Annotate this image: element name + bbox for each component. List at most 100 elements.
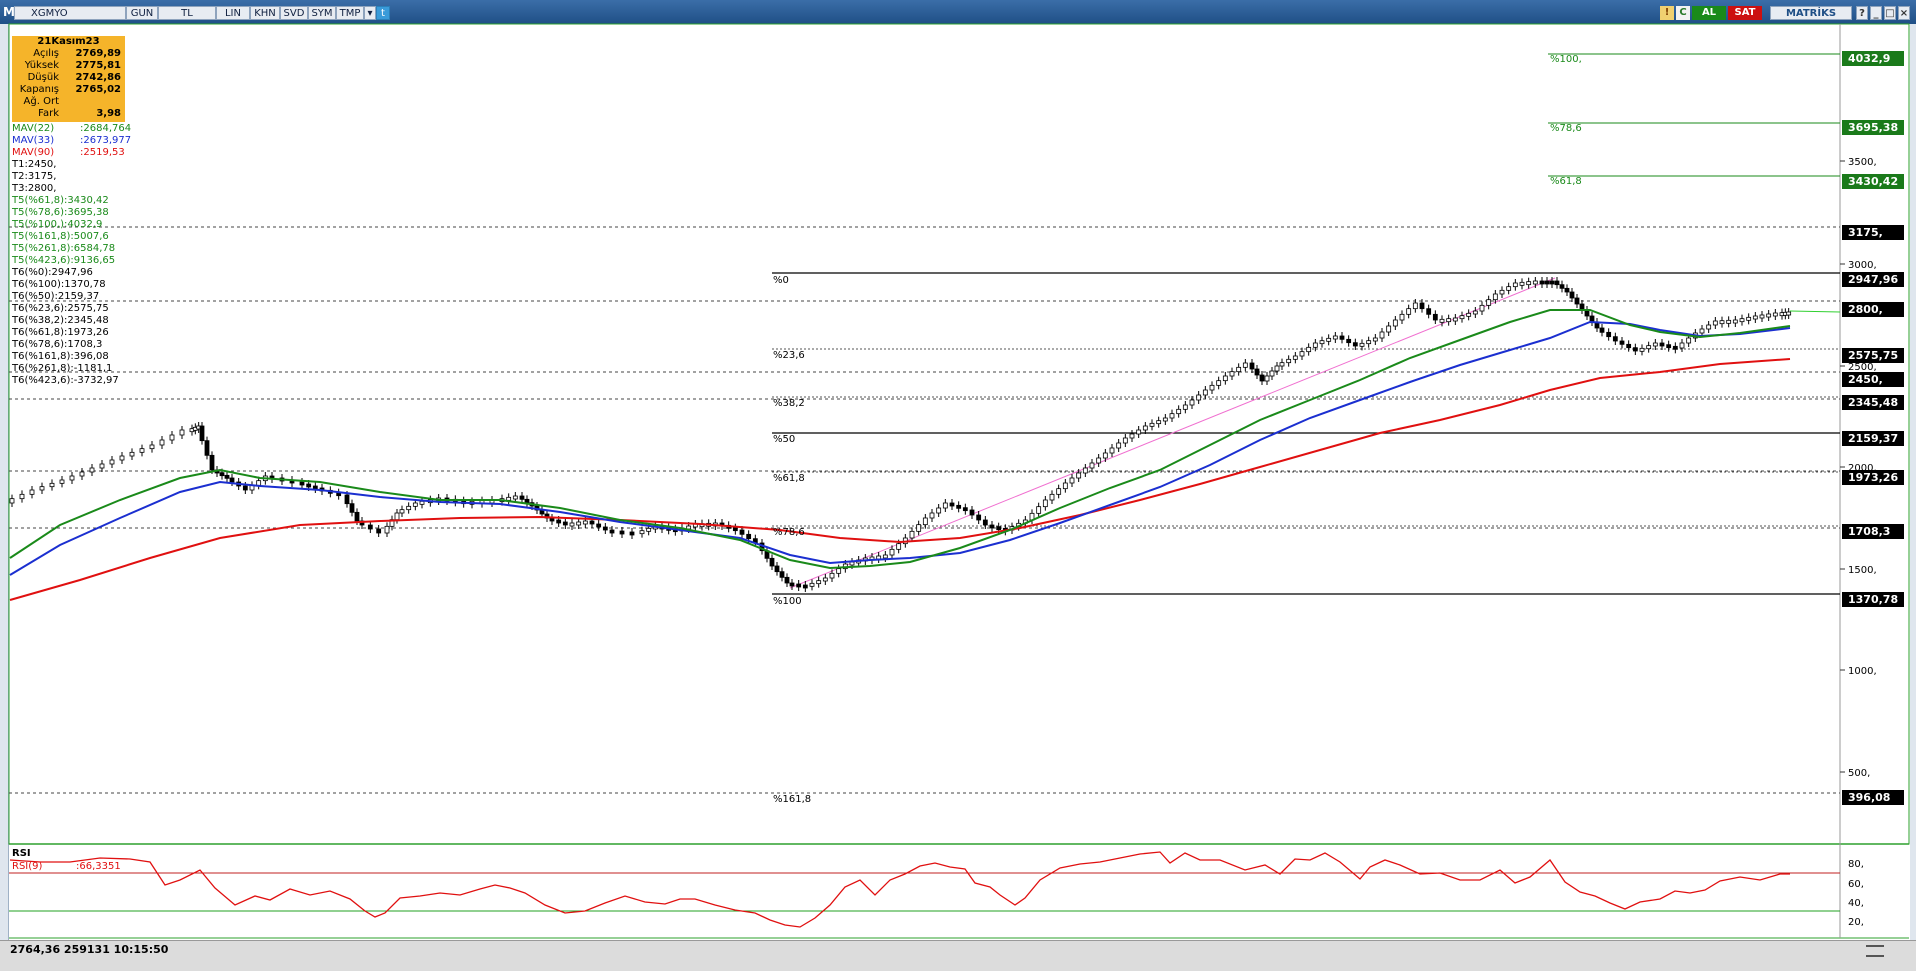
fib-label-lower: %61,8: [773, 473, 805, 484]
axis-tick-label: 1500,: [1848, 565, 1877, 576]
currency-button[interactable]: TL: [158, 6, 216, 20]
candle-body: [406, 505, 412, 511]
candle-body: [1772, 312, 1778, 317]
dropdown-arrow-icon[interactable]: ▾: [364, 6, 376, 20]
price-tag-label: 1708,3: [1848, 525, 1890, 538]
candle-body: [49, 482, 55, 488]
level-text: T2:3175,: [12, 171, 57, 182]
candle-body: [59, 479, 65, 484]
candle-body: [1149, 422, 1155, 427]
candle-body: [524, 498, 530, 504]
help-icon[interactable]: ?: [1856, 6, 1868, 20]
menu-icon[interactable]: [1866, 945, 1884, 957]
price-tag: [1842, 395, 1904, 410]
candle-body: [384, 525, 390, 534]
candle-body: [889, 548, 895, 556]
price-tag: [1842, 524, 1904, 539]
maximize-icon[interactable]: □: [1884, 6, 1896, 20]
candle-body: [399, 509, 405, 514]
axis-tick-label: 3500,: [1848, 157, 1877, 168]
close-icon[interactable]: ×: [1898, 6, 1910, 20]
candle-body: [1432, 313, 1438, 321]
refresh-icon[interactable]: C: [1676, 6, 1690, 20]
candle-body: [1189, 399, 1195, 406]
infobox-label: Yüksek: [24, 60, 59, 71]
candle-body: [1169, 413, 1175, 419]
candle-body: [1216, 380, 1222, 386]
svd-button[interactable]: SVD: [280, 6, 308, 20]
candle-body: [1426, 308, 1432, 315]
brand-label: MATRİKS: [1770, 6, 1852, 20]
candle-body: [1559, 284, 1565, 289]
candle-body: [936, 507, 942, 514]
twitter-icon[interactable]: t: [376, 6, 390, 20]
level-text: T5(%261,8):6584,78: [12, 243, 116, 254]
status-text: 2764,36 259131 10:15:50: [10, 943, 169, 956]
candle-body: [809, 582, 815, 587]
mav-label: MAV(33): [12, 135, 55, 146]
candle-body: [909, 530, 915, 539]
candle-body: [989, 524, 995, 529]
mav-legend-item: MAV(33) :2673,977: [12, 135, 131, 147]
candle-body: [512, 495, 518, 500]
candle-body: [1036, 506, 1042, 514]
infobox-value: 2775,81: [75, 60, 121, 71]
fib-label-upper: %78,6: [1550, 123, 1582, 134]
candle-body: [1359, 342, 1365, 347]
candle-body: [506, 496, 512, 501]
candle-body: [1129, 433, 1135, 439]
lin-button[interactable]: LIN: [216, 6, 250, 20]
candle-body: [344, 494, 350, 505]
level-text: T6(%0):2947,96: [12, 267, 93, 278]
status-bar: 2764,36 259131 10:15:50: [0, 940, 1916, 971]
symbol-selector[interactable]: XGMYO: [14, 6, 126, 20]
candle-body: [1312, 342, 1318, 348]
fib-label-lower: %0: [773, 275, 789, 286]
level-text: T6(%423,6):-3732,97: [12, 375, 119, 386]
candle-body: [29, 489, 35, 495]
candle-body: [609, 529, 615, 534]
candle-body: [1122, 437, 1128, 444]
axis-tick-label: 3000,: [1848, 260, 1877, 271]
sell-button[interactable]: SAT: [1728, 6, 1762, 20]
buy-button[interactable]: AL: [1692, 6, 1726, 20]
level-text: T6(%161,8):396,08: [12, 351, 109, 362]
candlesticks: [9, 277, 1792, 592]
khn-button[interactable]: KHN: [250, 6, 280, 20]
tmp-button[interactable]: TMP: [336, 6, 364, 20]
candle-body: [562, 521, 568, 526]
infobox-value: 3,98: [96, 108, 121, 119]
candle-body: [1512, 282, 1518, 288]
candle-body: [1379, 331, 1385, 339]
candle-body: [816, 580, 822, 585]
mav-value: :2673,977: [80, 135, 132, 146]
candle-body: [1406, 308, 1412, 315]
candle-body: [1136, 429, 1142, 435]
candle-body: [412, 502, 418, 507]
sym-button[interactable]: SYM: [308, 6, 336, 20]
candle-body: [1606, 331, 1612, 338]
candle-body: [1264, 375, 1270, 382]
infobox-value: 2769,89: [75, 48, 121, 59]
minimize-icon[interactable]: _: [1870, 6, 1882, 20]
candle-body: [829, 572, 835, 579]
candle-body: [1466, 312, 1472, 317]
candle-body: [922, 517, 928, 526]
price-tag: [1842, 272, 1904, 287]
candle-body: [394, 512, 400, 521]
candle-body: [1652, 342, 1658, 347]
fib-labels: %100, %78,6 %61,8 %0 %23,6 %38,2 %50 %61,8 %78,6…: [773, 54, 1582, 805]
candle-body: [956, 504, 962, 509]
candle-body: [1719, 320, 1725, 325]
candle-body: [1549, 280, 1555, 285]
price-tag-label: 396,08: [1848, 791, 1890, 804]
candle-body: [179, 429, 185, 436]
candle-body: [556, 519, 562, 524]
candle-body: [969, 509, 975, 516]
price-axis-ticks: 3500, 3000, 2500, 2000, 1500, 1000, 500,: [1840, 157, 1877, 779]
fib-label-upper: %100,: [1550, 54, 1582, 65]
alert-icon[interactable]: !: [1660, 6, 1674, 20]
level-text: T6(%38,2):2345,48: [12, 315, 109, 326]
gun-button[interactable]: GUN: [126, 6, 158, 20]
